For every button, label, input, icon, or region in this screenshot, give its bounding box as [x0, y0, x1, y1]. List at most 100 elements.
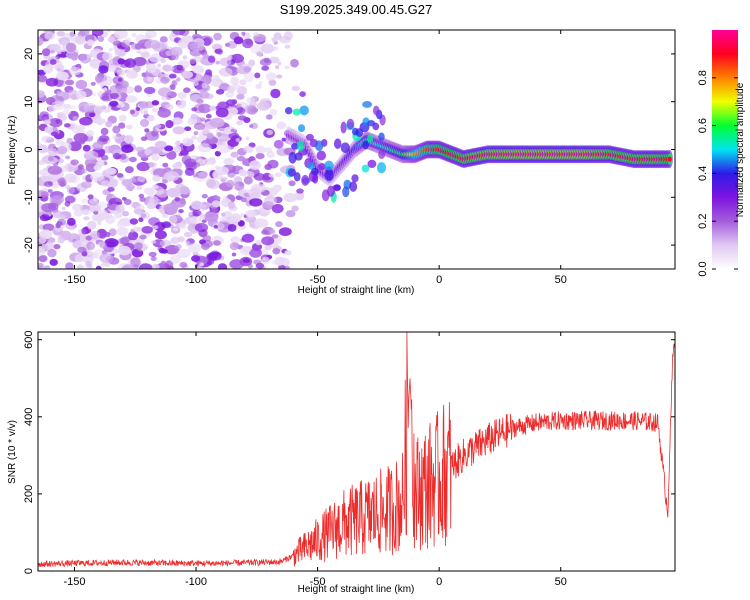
spectrogram-cell: [378, 149, 386, 159]
spectrogram-cell: [230, 151, 239, 158]
spectrogram-cell: [143, 110, 148, 116]
spectrogram-cell: [47, 189, 53, 193]
spectrogram-cell: [181, 70, 194, 79]
spectrogram-cell: [367, 120, 376, 127]
spectrogram-cell: [274, 172, 282, 178]
spectrogram-cell: [291, 85, 300, 91]
spectrogram-cell: [242, 171, 255, 179]
x-tick-label: 0: [436, 274, 442, 286]
spectrogram-cell: [177, 91, 187, 100]
spectrogram-cell: [174, 197, 180, 202]
spectrogram-cell: [38, 247, 46, 257]
spectrogram-cell: [57, 237, 65, 244]
x-tick-label: 50: [555, 274, 567, 286]
spectrogram-cell: [68, 141, 82, 152]
spectrogram-cell: [237, 220, 245, 227]
spectrogram-cell: [269, 109, 278, 116]
spectrogram-cell: [297, 124, 306, 133]
spectrogram-cell: [155, 124, 162, 129]
spectrogram-cell: [159, 36, 168, 43]
spectrogram-cell: [189, 216, 202, 225]
spectrogram-cell: [38, 90, 45, 98]
spectrogram-cell: [183, 188, 192, 195]
spectrogram-cell: [268, 173, 274, 178]
spectrogram-cell: [255, 240, 262, 246]
spectrogram-cell: [176, 100, 187, 109]
spectrogram-cell: [79, 116, 93, 126]
spectrogram-cell: [139, 234, 147, 240]
snr-frame: [37, 331, 676, 572]
spectrogram-cell: [38, 75, 48, 82]
spectrogram-cell: [162, 64, 172, 72]
spectrogram-cell: [126, 124, 133, 130]
spectrogram-cell: [49, 258, 58, 266]
spectrogram-cell: [100, 127, 109, 136]
spectrogram-cell: [90, 172, 105, 182]
spectrogram-cell: [245, 38, 253, 46]
spectrogram-cell: [153, 168, 168, 178]
spectrogram-cell: [42, 175, 50, 182]
spectrogram-cell: [98, 209, 108, 218]
spectrogram-cell: [261, 256, 270, 265]
spectrogram-cell: [86, 241, 96, 251]
spectrogram-cell: [78, 138, 86, 145]
spectrogram-cell: [73, 209, 83, 217]
snr-y-label: SNR (10 * v/v): [7, 420, 18, 484]
x-tick-label: -150: [63, 274, 85, 286]
spectrogram-cell: [202, 37, 212, 46]
spectrogram-cell: [72, 203, 84, 212]
spectrogram-cell: [56, 91, 63, 97]
spectrogram-cell: [116, 173, 124, 178]
spectrogram-cell: [81, 227, 89, 235]
spectrogram-cell: [75, 90, 87, 99]
spectrogram-cell: [281, 137, 287, 142]
spectrogram-cell: [193, 122, 206, 130]
spectrogram-cell: [236, 155, 246, 162]
spectrogram-cell: [275, 221, 283, 228]
spectrogram-cell: [105, 120, 113, 128]
spectrogram-cell: [253, 173, 266, 181]
spectrogram-cell: [59, 182, 66, 187]
spectrogram-cell: [245, 215, 257, 223]
spectrogram-cell: [92, 92, 97, 96]
spectrogram-cell: [108, 65, 117, 72]
spectrogram-cell: [47, 202, 59, 211]
spectrogram-cell: [64, 173, 77, 183]
spectrogram-cell: [236, 93, 245, 100]
spectrogram-cell: [228, 132, 240, 140]
spectrogram-cell: [202, 53, 209, 59]
spectrogram-cell: [48, 147, 58, 157]
spectrogram-cell: [166, 150, 177, 160]
spectrogram-cell: [283, 192, 297, 203]
spectrogram-cell: [228, 201, 236, 209]
spectrogram-cell: [82, 144, 91, 152]
spectrogram-cell: [265, 72, 277, 81]
spectrogram-cell: [65, 262, 74, 269]
spectrogram-cell: [184, 158, 197, 168]
spectrogram-cell: [157, 63, 162, 68]
spectrogram-cell: [45, 136, 52, 141]
spectrogram-cell: [125, 95, 138, 103]
spectrogram-cell: [351, 174, 359, 183]
spectrogram-cell: [220, 212, 226, 217]
spectrogram-cell: [277, 61, 282, 66]
spectrogram-cell: [376, 162, 387, 174]
spectrogram-cell: [327, 185, 335, 197]
spectrogram-cell: [132, 56, 147, 67]
spectrogram-cell: [184, 167, 195, 176]
spectrogram-cell: [134, 85, 143, 93]
spectrogram-cell: [235, 138, 240, 142]
spectrogram-cell: [284, 107, 293, 115]
spectrogram-cell: [56, 71, 69, 81]
spectrogram-cell: [355, 128, 364, 137]
spectrogram-cell: [152, 174, 161, 182]
spectrogram-cell: [78, 264, 83, 269]
spectrogram-cell: [200, 117, 206, 122]
spectrogram-cell: [362, 140, 369, 150]
spectrogram-cell: [116, 220, 125, 228]
spectrogram-cell: [125, 69, 137, 79]
spectrogram-cell: [72, 116, 79, 121]
spectrogram-cell: [89, 59, 102, 69]
spectrogram-cell: [190, 229, 197, 234]
spectrogram-cell: [199, 91, 210, 99]
